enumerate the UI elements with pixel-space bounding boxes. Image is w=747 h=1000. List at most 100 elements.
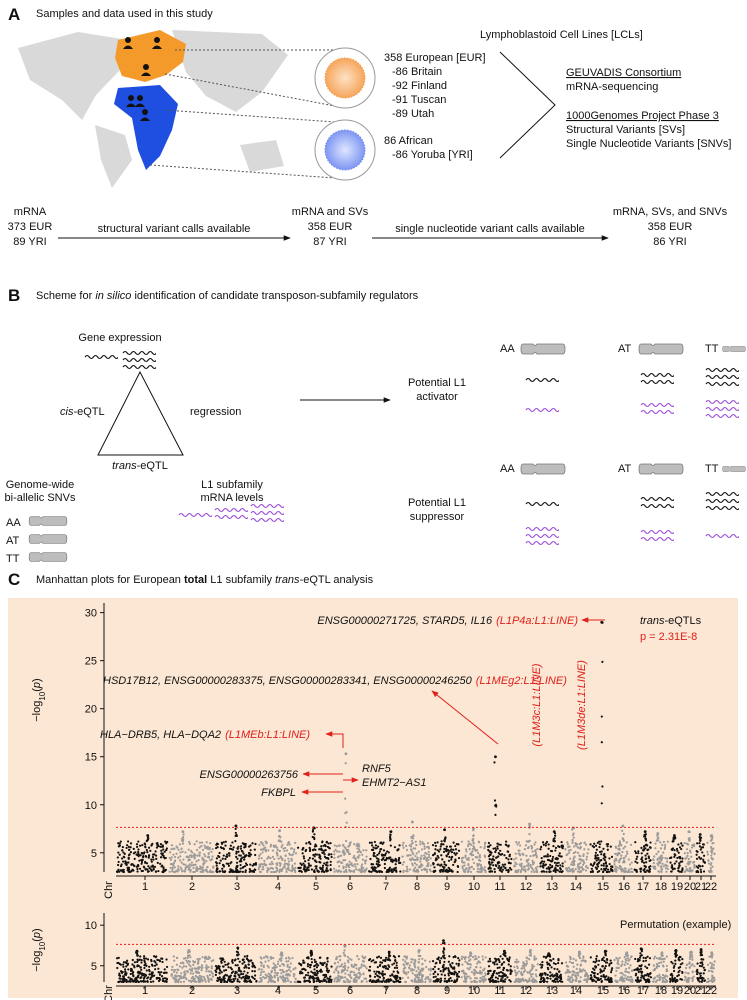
background-point <box>169 857 171 859</box>
background-point <box>561 845 563 847</box>
chromosome <box>29 535 67 544</box>
background-point <box>706 851 708 853</box>
background-point <box>648 979 650 981</box>
background-point <box>547 968 549 970</box>
peak-point <box>600 621 603 624</box>
background-point <box>214 970 216 972</box>
background-point <box>183 981 185 983</box>
chromosome <box>29 553 67 562</box>
background-point <box>321 840 323 842</box>
background-point <box>174 866 176 868</box>
background-point <box>144 980 146 982</box>
background-point <box>130 851 132 853</box>
background-point <box>644 854 646 856</box>
background-point <box>263 860 265 862</box>
background-point <box>430 857 432 859</box>
background-point <box>547 977 549 979</box>
background-point <box>334 962 336 964</box>
peak-point <box>661 951 664 954</box>
background-point <box>184 864 186 866</box>
background-point <box>414 978 416 980</box>
background-point <box>493 859 495 861</box>
background-point <box>217 967 219 969</box>
background-point <box>661 844 663 846</box>
background-point <box>160 971 162 973</box>
background-point <box>631 970 633 972</box>
background-point <box>648 870 650 872</box>
background-point <box>427 978 429 980</box>
background-point <box>681 845 683 847</box>
background-point <box>118 957 120 959</box>
background-point <box>535 969 537 971</box>
background-point <box>285 980 287 982</box>
background-point <box>319 856 321 858</box>
background-point <box>317 964 319 966</box>
background-point <box>439 962 441 964</box>
background-point <box>629 964 631 966</box>
background-point <box>478 956 480 958</box>
background-point <box>545 956 547 958</box>
background-point <box>613 959 615 961</box>
wave <box>706 383 740 386</box>
background-point <box>417 981 419 983</box>
background-point <box>323 978 325 980</box>
background-point <box>609 863 611 865</box>
background-point <box>121 849 123 851</box>
background-point <box>207 978 209 980</box>
background-point <box>340 870 342 872</box>
background-point <box>444 870 446 872</box>
background-point <box>703 972 705 974</box>
background-point <box>586 980 588 982</box>
background-point <box>641 852 643 854</box>
background-point <box>378 972 380 974</box>
stage: 358 EUR <box>648 221 693 233</box>
background-point <box>289 974 291 976</box>
background-point <box>567 979 569 981</box>
background-point <box>448 961 450 963</box>
background-point <box>132 972 134 974</box>
background-point <box>190 981 192 983</box>
background-point <box>497 848 499 850</box>
background-point <box>244 845 246 847</box>
background-point <box>515 853 517 855</box>
background-point <box>145 868 147 870</box>
background-point <box>188 980 190 982</box>
background-point <box>399 977 401 979</box>
background-point <box>302 968 304 970</box>
background-point <box>580 969 582 971</box>
background-point <box>469 848 471 850</box>
x-tick-label: 2 <box>189 881 195 893</box>
panel-label: C <box>8 570 20 589</box>
background-point <box>688 858 690 860</box>
background-point <box>149 978 151 980</box>
background-point <box>622 847 624 849</box>
peak-point <box>700 948 703 951</box>
background-point <box>147 958 149 960</box>
peak-point <box>411 821 414 824</box>
background-point <box>118 974 120 976</box>
background-point <box>671 974 673 976</box>
background-point <box>403 861 405 863</box>
background-point <box>326 963 328 965</box>
x-axis-label: Chr <box>103 881 115 899</box>
background-point <box>603 974 605 976</box>
background-point <box>147 865 149 867</box>
background-point <box>534 850 536 852</box>
background-point <box>710 857 712 859</box>
background-point <box>395 978 397 980</box>
background-point <box>647 848 649 850</box>
background-point <box>424 960 426 962</box>
background-point <box>543 861 545 863</box>
population: 86 African <box>384 135 433 147</box>
background-point <box>430 968 432 970</box>
background-point <box>347 967 349 969</box>
background-point <box>414 867 416 869</box>
background-point <box>426 865 428 867</box>
background-point <box>383 959 385 961</box>
background-point <box>127 840 129 842</box>
background-point <box>384 867 386 869</box>
background-point <box>141 844 143 846</box>
background-point <box>293 851 295 853</box>
background-point <box>440 854 442 856</box>
background-point <box>646 967 648 969</box>
